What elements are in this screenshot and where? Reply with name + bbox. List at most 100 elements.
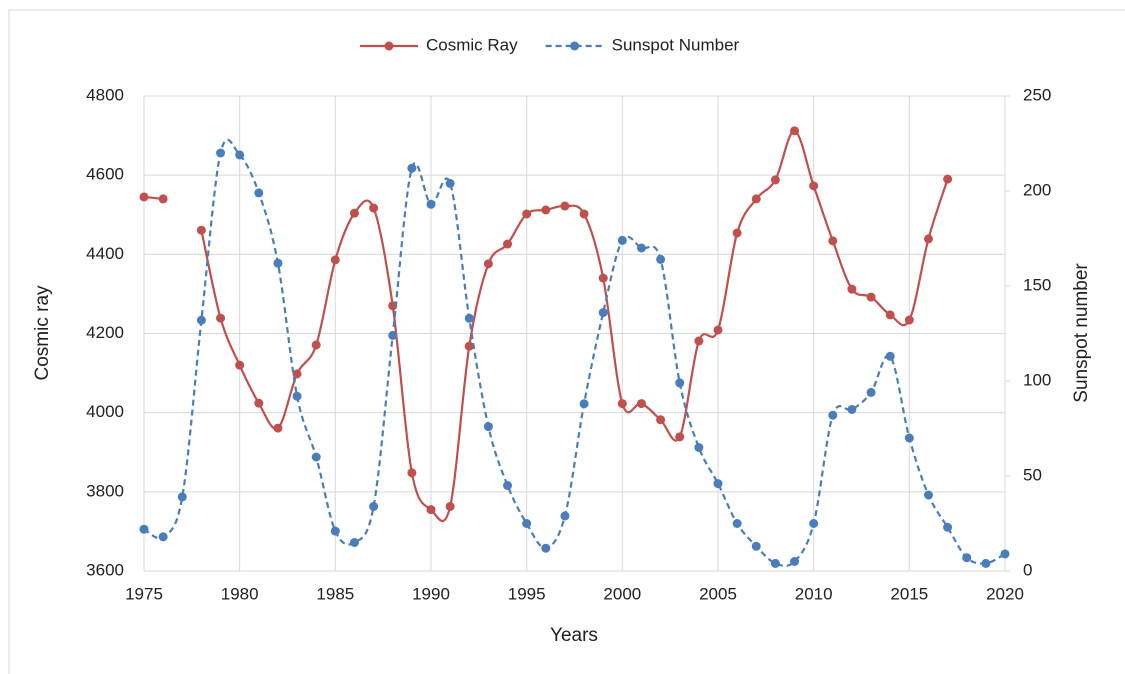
data-point bbox=[235, 150, 245, 160]
data-point bbox=[885, 351, 895, 361]
data-point bbox=[904, 315, 914, 325]
legend-label: Cosmic Ray bbox=[426, 35, 518, 54]
data-point bbox=[139, 524, 149, 534]
x-tick-label: 2005 bbox=[699, 584, 737, 603]
data-point bbox=[675, 378, 685, 388]
x-tick-label: 1985 bbox=[316, 584, 354, 603]
data-point bbox=[541, 205, 551, 215]
y-tick-label: 4200 bbox=[86, 323, 124, 342]
data-point bbox=[177, 492, 187, 502]
data-point bbox=[923, 234, 933, 244]
data-point bbox=[751, 194, 761, 204]
y2-tick-label: 200 bbox=[1023, 180, 1051, 199]
x-tick-label: 1980 bbox=[221, 584, 259, 603]
data-point bbox=[656, 415, 666, 425]
x-tick-label: 1975 bbox=[125, 584, 163, 603]
data-point bbox=[713, 325, 723, 335]
data-point bbox=[464, 341, 474, 351]
x-tick-label: 2020 bbox=[986, 584, 1024, 603]
y-tick-label: 3800 bbox=[86, 481, 124, 500]
data-point bbox=[962, 553, 972, 563]
y2-tick-label: 100 bbox=[1023, 370, 1051, 389]
y-tick-label: 4600 bbox=[86, 165, 124, 184]
y-axis-title: Cosmic ray bbox=[32, 285, 53, 381]
data-point bbox=[636, 399, 646, 409]
data-point bbox=[388, 330, 398, 340]
data-point bbox=[617, 235, 627, 245]
data-point bbox=[369, 203, 379, 213]
data-point bbox=[560, 201, 570, 211]
data-point bbox=[732, 228, 742, 238]
data-point bbox=[426, 199, 436, 209]
y2-tick-label: 150 bbox=[1023, 275, 1051, 294]
data-point bbox=[828, 410, 838, 420]
data-point bbox=[426, 505, 436, 515]
data-point bbox=[330, 526, 340, 536]
data-point bbox=[1000, 549, 1010, 559]
data-point bbox=[235, 360, 245, 370]
x-tick-label: 2015 bbox=[890, 584, 928, 603]
data-point bbox=[503, 481, 513, 490]
data-point bbox=[847, 284, 857, 294]
data-point bbox=[866, 292, 876, 302]
data-point bbox=[311, 340, 321, 350]
data-point bbox=[330, 255, 340, 265]
data-point bbox=[522, 209, 532, 219]
data-point bbox=[847, 405, 857, 414]
series-line bbox=[143, 138, 1006, 567]
data-point bbox=[694, 443, 704, 452]
legend-marker bbox=[384, 41, 394, 51]
data-point bbox=[464, 313, 474, 323]
data-point bbox=[675, 432, 685, 442]
data-point bbox=[196, 315, 206, 325]
data-point bbox=[656, 254, 666, 264]
data-point bbox=[598, 273, 608, 283]
data-point bbox=[407, 468, 417, 478]
data-point bbox=[770, 558, 780, 568]
data-point bbox=[407, 163, 417, 173]
data-point bbox=[790, 557, 800, 566]
data-point bbox=[273, 423, 283, 433]
chart-border bbox=[8, 9, 1125, 674]
legend-label: Sunspot Number bbox=[612, 35, 740, 54]
data-point bbox=[216, 148, 226, 158]
data-point bbox=[292, 391, 302, 401]
x-axis-title: Years bbox=[550, 625, 598, 646]
x-tick-label: 2010 bbox=[795, 584, 833, 603]
y2-tick-label: 250 bbox=[1023, 85, 1051, 104]
y-tick-label: 3600 bbox=[86, 560, 124, 579]
data-point bbox=[292, 369, 302, 379]
data-point bbox=[483, 422, 493, 432]
data-point bbox=[369, 501, 379, 511]
data-point bbox=[598, 308, 608, 318]
data-point bbox=[445, 178, 455, 188]
data-point bbox=[254, 188, 264, 198]
data-point bbox=[866, 387, 876, 397]
y-tick-label: 4400 bbox=[86, 244, 124, 263]
data-point bbox=[503, 239, 513, 249]
y-tick-label: 4000 bbox=[86, 402, 124, 421]
y2-tick-label: 0 bbox=[1023, 560, 1032, 579]
data-point bbox=[158, 194, 168, 204]
data-point bbox=[923, 490, 933, 500]
data-point bbox=[943, 174, 953, 184]
data-point bbox=[943, 522, 953, 532]
data-point bbox=[579, 399, 589, 409]
data-point bbox=[196, 225, 206, 235]
data-point bbox=[713, 479, 723, 489]
y-tick-label: 4800 bbox=[86, 85, 124, 104]
data-point bbox=[694, 336, 704, 346]
data-point bbox=[809, 181, 819, 191]
data-point bbox=[311, 452, 321, 462]
data-point bbox=[349, 538, 359, 547]
data-point bbox=[445, 501, 455, 511]
data-point bbox=[483, 259, 493, 269]
data-point bbox=[636, 243, 646, 253]
data-point bbox=[809, 519, 819, 528]
data-point bbox=[139, 192, 149, 202]
data-point bbox=[522, 519, 532, 528]
data-point bbox=[770, 175, 780, 185]
data-point bbox=[617, 399, 627, 409]
data-point bbox=[560, 511, 570, 521]
data-point bbox=[828, 236, 838, 246]
